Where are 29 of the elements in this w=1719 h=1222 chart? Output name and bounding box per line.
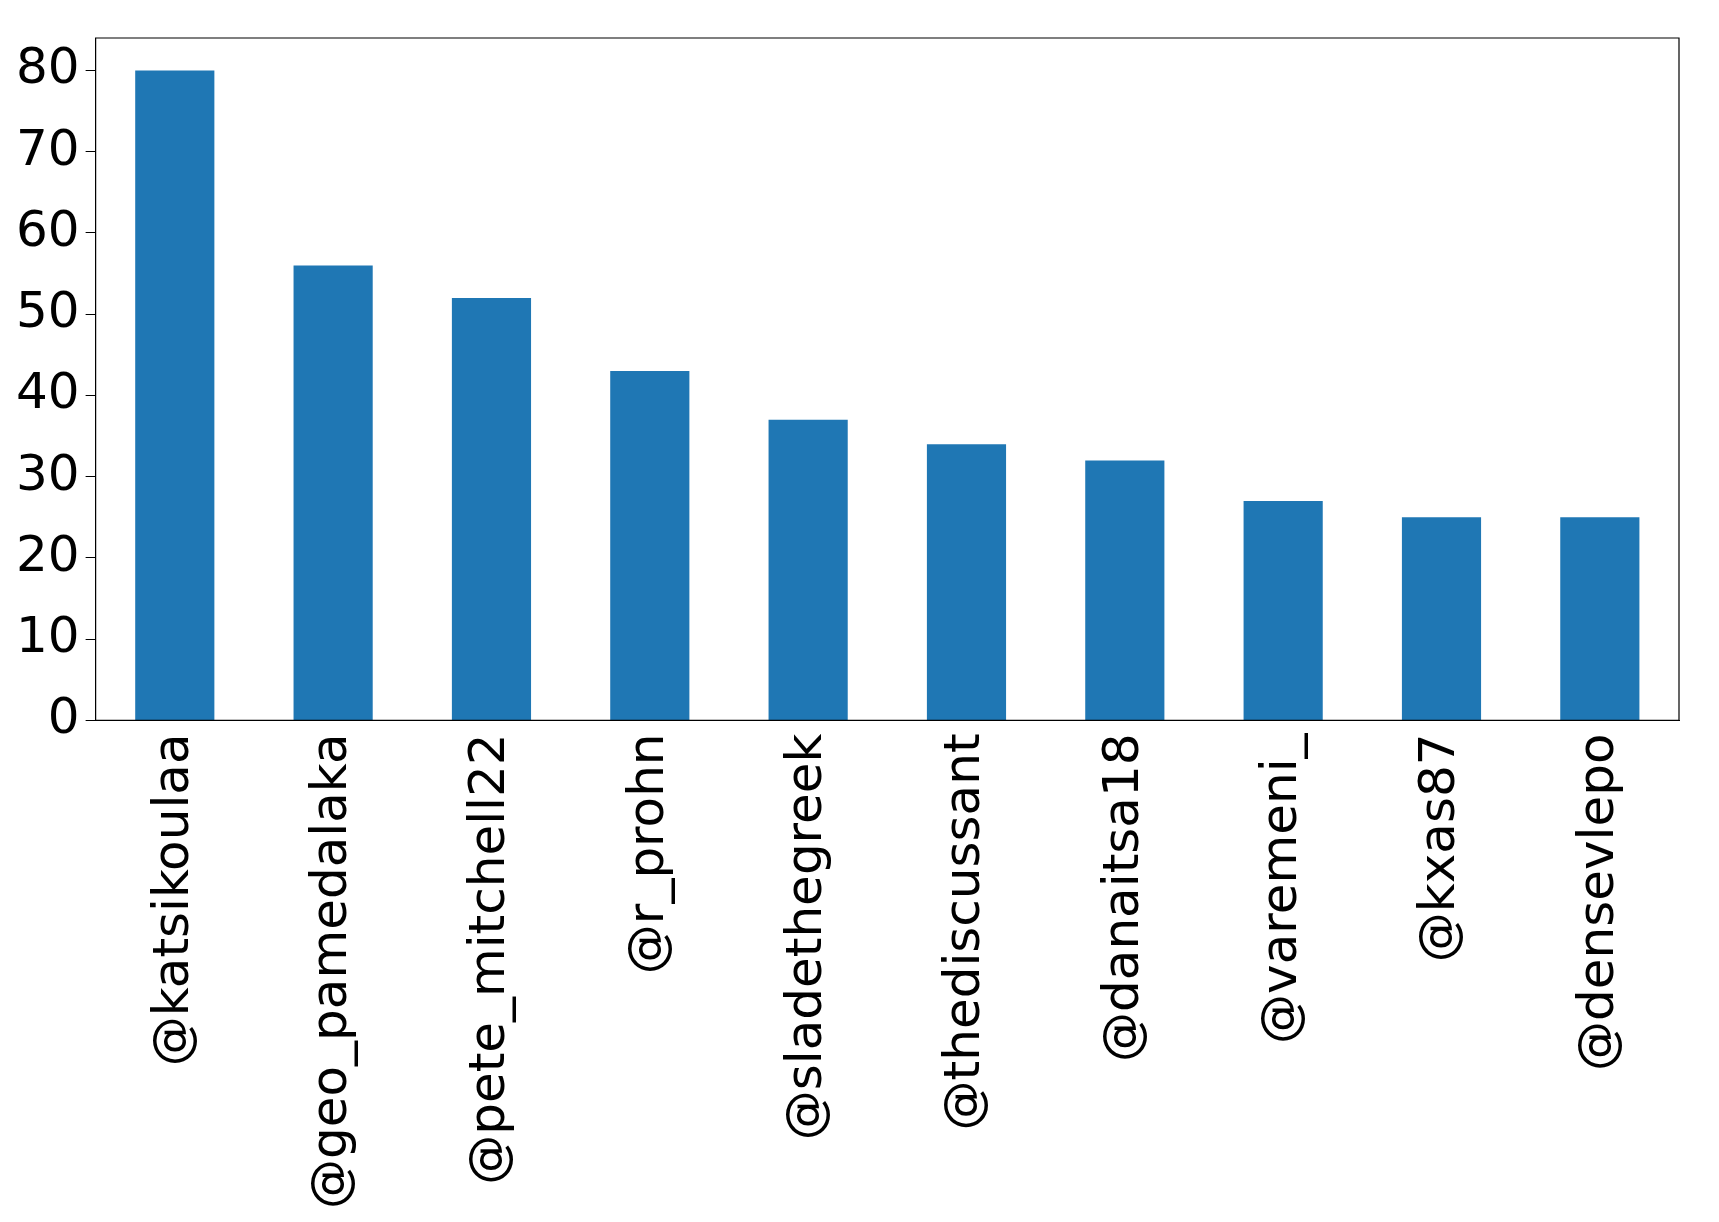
y-tick-label: 20	[16, 524, 80, 583]
y-tick-label: 40	[16, 362, 80, 421]
bar	[768, 419, 848, 720]
x-tick-label: @varemeni_	[1250, 732, 1309, 1044]
bar	[1243, 501, 1323, 720]
x-tick-label: @sladethegreek	[775, 733, 834, 1141]
y-tick-label: 0	[47, 687, 80, 746]
bar	[610, 371, 690, 720]
x-tick-label: @densevlepo	[1566, 733, 1625, 1072]
y-tick-label: 70	[16, 118, 80, 177]
y-tick-label: 50	[16, 281, 80, 340]
x-tick-label: @kxas87	[1408, 733, 1467, 963]
x-tick-label: @katsikoulaa	[141, 733, 200, 1067]
y-tick-label: 60	[16, 199, 80, 258]
bar	[1560, 517, 1640, 720]
bar	[926, 444, 1007, 720]
x-tick-label: @danaitsa18	[1091, 733, 1150, 1062]
y-tick-label: 30	[16, 443, 80, 502]
bar	[293, 265, 373, 720]
bar	[451, 297, 532, 720]
x-tick-label: @geo_pamedalaka	[300, 733, 359, 1209]
x-tick-label: @thediscussant	[933, 733, 992, 1131]
y-tick-label: 10	[16, 606, 80, 665]
bar	[1401, 517, 1482, 720]
x-tick-label: @pete_mitchell22	[458, 733, 517, 1185]
x-tick-label: @r_prohn	[616, 733, 675, 975]
bar	[1085, 460, 1165, 720]
y-tick-label: 80	[16, 37, 80, 96]
bar	[135, 70, 215, 720]
